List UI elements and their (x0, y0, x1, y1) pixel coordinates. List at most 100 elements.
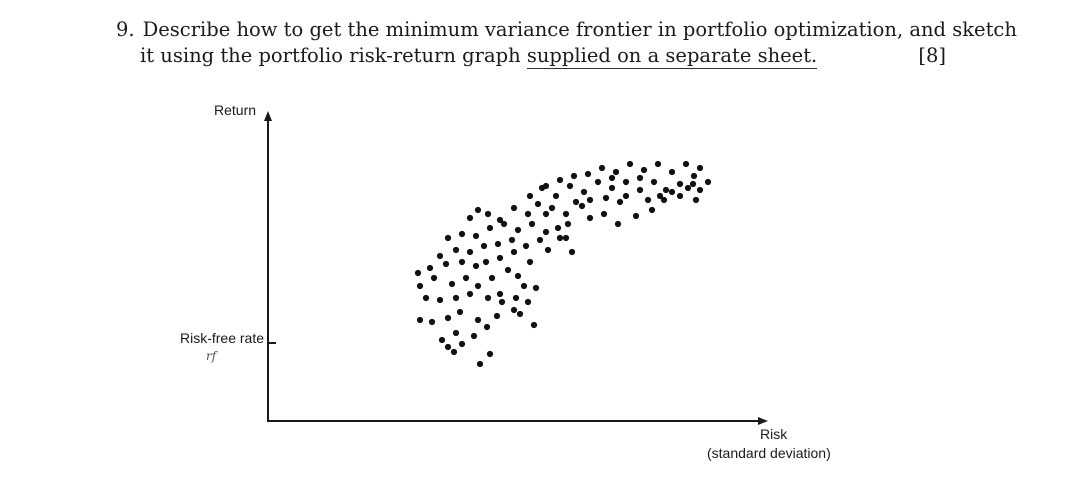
portfolio-dot (556, 234, 564, 242)
portfolio-dot (474, 282, 482, 290)
portfolio-dot (486, 350, 494, 358)
portfolio-dot (474, 206, 482, 214)
portfolio-dot (668, 168, 676, 176)
portfolio-dot (452, 329, 460, 337)
question-line-1: 9. Describe how to get the minimum varian… (116, 17, 1017, 43)
portfolio-dot (462, 274, 470, 282)
portfolio-dot (488, 274, 496, 282)
portfolio-dot (608, 174, 616, 182)
portfolio-dot (522, 242, 530, 250)
portfolio-dot (570, 172, 578, 180)
portfolio-dot (648, 206, 656, 214)
portfolio-dot (586, 196, 594, 204)
portfolio-dot (416, 282, 424, 290)
portfolio-dot (689, 180, 697, 188)
portfolio-dot (524, 298, 532, 306)
portfolio-dot (676, 180, 684, 188)
portfolio-dot (483, 323, 491, 331)
portfolio-dot (436, 252, 444, 260)
portfolio-dot (422, 294, 430, 302)
portfolio-dot (510, 204, 518, 212)
portfolio-dot (612, 168, 620, 176)
portfolio-dot (482, 258, 490, 266)
portfolio-dot (530, 321, 538, 329)
portfolio-dot (660, 196, 668, 204)
portfolio-dot (514, 272, 522, 280)
portfolio-dot (500, 220, 508, 228)
portfolio-dot (542, 182, 550, 190)
portfolio-dot (474, 316, 482, 324)
portfolio-dot (554, 224, 562, 232)
marks-label: [8] (918, 44, 946, 67)
portfolio-dot (542, 228, 550, 236)
portfolio-dot (466, 214, 474, 222)
portfolio-dot (692, 196, 700, 204)
portfolio-dot (438, 336, 446, 344)
portfolio-dot (650, 178, 658, 186)
risk-free-label: Risk-free rate (180, 330, 265, 346)
x-axis-sublabel: (standard deviation) (707, 445, 831, 461)
portfolio-dot (496, 254, 504, 262)
portfolio-dot (480, 242, 488, 250)
portfolio-dot (578, 202, 586, 210)
portfolio-dot (636, 174, 644, 182)
portfolio-dot (470, 332, 478, 340)
portfolio-dot (416, 316, 424, 324)
x-axis-arrowhead (758, 417, 768, 425)
portfolio-dot (608, 184, 616, 192)
portfolio-dot (524, 210, 532, 218)
portfolio-dot (626, 160, 634, 168)
portfolio-dot (580, 188, 588, 196)
question-number: 9. (116, 18, 135, 41)
portfolio-dot (508, 236, 516, 244)
portfolio-dot (452, 246, 460, 254)
portfolio-dot (444, 234, 452, 242)
portfolio-dot (498, 298, 506, 306)
portfolio-dot (452, 294, 460, 302)
portfolio-dot (444, 343, 452, 351)
portfolio-dot (572, 198, 580, 206)
portfolio-dot (494, 240, 502, 248)
portfolio-dot (536, 236, 544, 244)
portfolio-dot (458, 340, 466, 348)
portfolio-dot (436, 296, 444, 304)
portfolio-dot (504, 266, 512, 274)
portfolio-dot (528, 220, 536, 228)
portfolio-dot (534, 200, 542, 208)
portfolio-dot (562, 210, 570, 218)
portfolio-dot (668, 188, 676, 196)
portfolio-dot (426, 264, 434, 272)
portfolio-dot (552, 192, 560, 200)
portfolio-dot (514, 226, 522, 234)
portfolio-dot (566, 182, 574, 190)
portfolio-dot (520, 282, 528, 290)
portfolio-dot (458, 230, 466, 238)
portfolio-dot (690, 172, 698, 180)
question-text-line-1: Describe how to get the minimum variance… (142, 18, 1017, 41)
portfolio-dot (444, 314, 452, 322)
portfolio-dot (458, 258, 466, 266)
portfolio-dot (598, 164, 606, 172)
portfolio-dot (676, 192, 684, 200)
portfolio-dot (526, 258, 534, 266)
portfolio-dot (512, 294, 520, 302)
portfolio-dot (704, 178, 712, 186)
portfolio-dot (632, 212, 640, 220)
question-text-line-2: it using the portfolio risk-return graph (140, 44, 527, 67)
portfolio-dot (430, 274, 438, 282)
portfolio-dot (548, 204, 556, 212)
portfolio-dot (496, 216, 504, 224)
portfolio-dot (568, 248, 576, 256)
portfolio-dot (662, 186, 670, 194)
underlined-phrase: supplied on a separate sheet. (526, 44, 818, 69)
portfolio-dot (532, 284, 540, 292)
portfolio-dot (600, 210, 608, 218)
portfolio-dot (640, 166, 648, 174)
question-line-2: it using the portfolio risk-return graph… (140, 43, 818, 69)
portfolio-dot (526, 192, 534, 200)
portfolio-dot (682, 160, 690, 168)
portfolio-dot (696, 186, 704, 194)
portfolio-dot (594, 178, 602, 186)
portfolio-dot (542, 210, 550, 218)
portfolio-dot (564, 220, 572, 228)
